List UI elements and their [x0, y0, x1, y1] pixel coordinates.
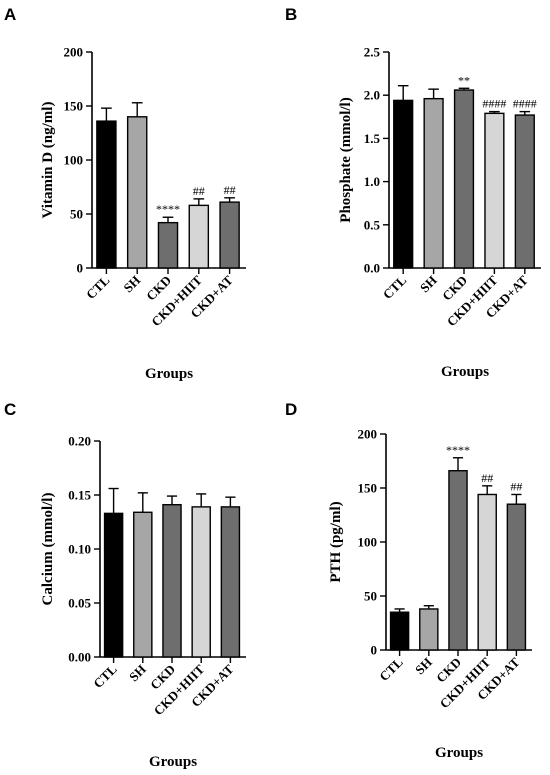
- x-axis-title: Groups: [435, 745, 483, 761]
- y-tick-label: 0.20: [68, 434, 91, 449]
- x-tick-label: CTL: [83, 272, 113, 302]
- bar-ctl: [103, 512, 124, 658]
- y-axis-title: Calcium (mmol/l): [40, 493, 56, 606]
- x-tick-label: SH: [417, 273, 440, 296]
- bar-sh: [133, 511, 153, 658]
- bar-ckd-at: [219, 201, 240, 269]
- x-tick-label: SH: [120, 273, 143, 296]
- y-tick-label: 0.15: [68, 488, 91, 503]
- x-tick-label: CTL: [376, 654, 406, 684]
- bar-ckd-at: [220, 506, 241, 658]
- x-tick-label: CTL: [90, 661, 120, 691]
- y-tick-label: 2.0: [364, 88, 380, 103]
- significance-marker: ****: [446, 443, 470, 457]
- y-tick-label: 0.10: [68, 542, 91, 557]
- y-tick-label: 0.5: [364, 217, 381, 232]
- y-axis-title: PTH (pg/ml): [328, 501, 344, 582]
- x-tick-label: SH: [412, 655, 435, 678]
- bar-sh: [419, 608, 439, 651]
- y-axis-title: Vitamin D (ng/ml): [40, 102, 56, 219]
- panel-letter: C: [4, 400, 16, 419]
- bar-ctl: [96, 120, 117, 269]
- bar-ckd-hiit: [188, 204, 210, 269]
- y-tick-label: 0: [77, 261, 84, 276]
- x-axis-title: Groups: [149, 754, 197, 770]
- y-tick-label: 0.05: [68, 596, 91, 611]
- bar-ctl: [393, 99, 414, 269]
- bar-sh: [126, 116, 148, 269]
- bar-ckd-at: [506, 503, 527, 651]
- y-tick-label: 50: [70, 207, 83, 222]
- significance-marker: ####: [513, 97, 537, 111]
- y-tick-label: 0.00: [68, 650, 91, 665]
- x-tick-label: SH: [126, 662, 149, 685]
- bar-ckd-hiit: [477, 493, 497, 651]
- bar-ckd-at: [514, 114, 535, 269]
- y-tick-label: 1.0: [364, 174, 380, 189]
- y-tick-label: 100: [64, 153, 84, 168]
- significance-marker: ##: [224, 183, 236, 197]
- y-tick-label: 200: [64, 45, 84, 60]
- y-tick-label: 0.0: [364, 261, 380, 276]
- y-tick-label: 0: [371, 643, 378, 658]
- bar-ctl: [389, 611, 410, 651]
- significance-marker: **: [458, 73, 470, 87]
- y-tick-label: 1.5: [364, 131, 381, 146]
- significance-marker: ####: [482, 97, 506, 111]
- panel-letter: D: [285, 400, 297, 419]
- bar-ckd: [162, 504, 182, 658]
- bar-ckd-hiit: [484, 112, 505, 269]
- y-tick-label: 200: [358, 427, 378, 442]
- bar-ckd-hiit: [191, 506, 211, 658]
- significance-marker: ##: [193, 184, 205, 198]
- x-axis-title: Groups: [145, 366, 193, 382]
- panel-letter: A: [4, 5, 16, 24]
- significance-marker: ##: [481, 471, 493, 485]
- y-tick-label: 150: [64, 99, 84, 114]
- y-tick-label: 2.5: [364, 45, 381, 60]
- bar-ckd: [448, 470, 468, 651]
- x-axis-title: Groups: [441, 364, 489, 380]
- x-tick-label: CTL: [380, 272, 410, 302]
- significance-marker: ****: [156, 202, 180, 216]
- panel-letter: B: [285, 5, 297, 24]
- y-tick-label: 150: [358, 481, 378, 496]
- y-tick-label: 100: [358, 535, 378, 550]
- bar-sh: [423, 97, 444, 269]
- significance-marker: ##: [510, 479, 522, 493]
- bar-ckd: [157, 221, 179, 269]
- bar-ckd: [453, 89, 475, 269]
- y-tick-label: 50: [364, 589, 377, 604]
- y-axis-title: Phosphate (mmol/l): [338, 97, 354, 222]
